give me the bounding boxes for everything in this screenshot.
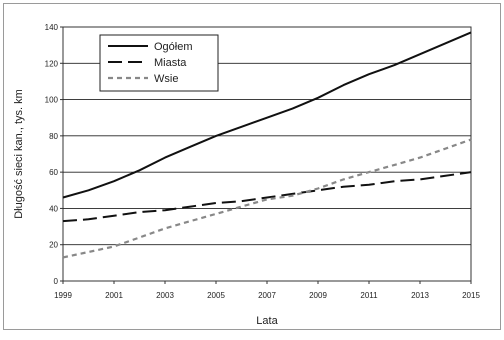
y-tick-label: 20 <box>49 241 58 250</box>
series-miasta-line <box>62 171 472 223</box>
legend-label: Ogółem <box>154 41 193 53</box>
x-axis-title: Lata <box>256 315 278 327</box>
legend-label: Miasta <box>154 57 187 69</box>
y-tick-label: 120 <box>45 59 59 68</box>
y-axis-title: Długość sieci kan., tys. km <box>13 89 25 219</box>
y-tick-label: 0 <box>54 277 59 286</box>
series-wsie-line <box>62 138 472 259</box>
x-tick-label: 2013 <box>411 291 429 300</box>
y-tick-label: 40 <box>49 204 58 213</box>
x-tick-label: 1999 <box>54 291 72 300</box>
y-tick-label: 60 <box>49 168 58 177</box>
legend-label: Wsie <box>154 73 178 85</box>
legend: Ogółem Miasta Wsie <box>99 34 219 92</box>
series-layer <box>62 31 472 259</box>
x-tick-label: 2001 <box>105 291 123 300</box>
y-tick-label: 80 <box>49 132 58 141</box>
x-tick-label: 2011 <box>360 291 378 300</box>
x-tick-label: 2005 <box>207 291 225 300</box>
y-tick-label: 140 <box>45 23 59 32</box>
chart-border <box>3 3 501 330</box>
y-tick-label: 100 <box>45 96 59 105</box>
x-tick-label: 2015 <box>462 291 480 300</box>
x-tick-label: 2009 <box>309 291 327 300</box>
x-tick-label: 2003 <box>156 291 174 300</box>
series-og-em-line <box>62 31 472 199</box>
x-tick-label: 2007 <box>258 291 276 300</box>
axes: 0 20 40 60 80 100 120 140 1999 2001 2003 2005 2007 20… <box>45 23 481 300</box>
